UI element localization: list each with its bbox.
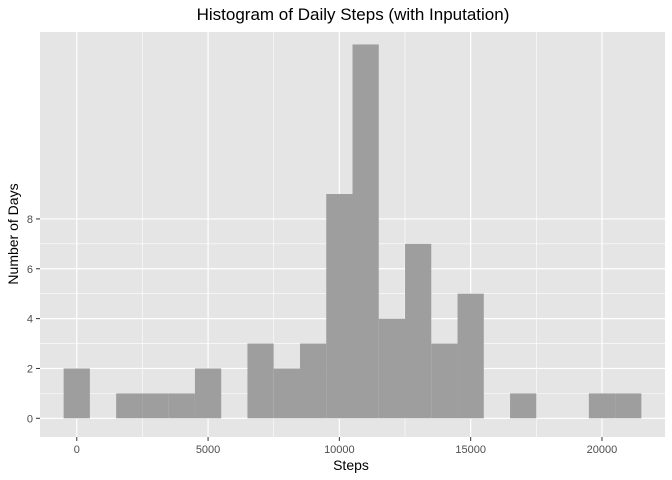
x-axis-ticks: 0 5000 10000 15000 20000: [74, 437, 618, 456]
histogram-bar: [247, 343, 274, 419]
y-tick-label: 4: [27, 314, 33, 326]
histogram-bar: [194, 368, 222, 419]
histogram-bar: [273, 368, 300, 419]
histogram-bar: [352, 44, 379, 419]
histogram-bar: [63, 368, 90, 419]
histogram-bar: [510, 393, 537, 419]
y-tick-label: 0: [27, 413, 33, 425]
histogram-bar: [142, 393, 169, 419]
histogram-bar: [405, 243, 432, 419]
y-tick-label: 6: [27, 264, 33, 276]
x-tick-label: 20000: [587, 444, 618, 456]
y-axis-ticks: 0 2 4 6 8: [27, 214, 40, 425]
x-axis-title: Steps: [333, 457, 369, 473]
histogram-bar: [615, 393, 642, 419]
histogram-bar: [457, 293, 484, 419]
histogram-bar: [588, 393, 616, 419]
x-tick-label: 5000: [196, 444, 220, 456]
histogram-bar: [326, 194, 353, 419]
y-tick-label: 8: [27, 214, 33, 226]
y-tick-label: 2: [27, 363, 33, 375]
x-tick-label: 0: [74, 444, 80, 456]
histogram-bar: [299, 343, 327, 419]
y-axis-title: Number of Days: [5, 183, 21, 284]
histogram-bar: [168, 393, 195, 419]
histogram-bar: [378, 318, 406, 419]
x-tick-label: 15000: [455, 444, 486, 456]
histogram-bar: [431, 343, 458, 419]
chart-title: Histogram of Daily Steps (with Inputatio…: [197, 5, 510, 24]
histogram-bars: [63, 44, 642, 419]
x-tick-label: 10000: [324, 444, 355, 456]
histogram-bar: [116, 393, 143, 419]
